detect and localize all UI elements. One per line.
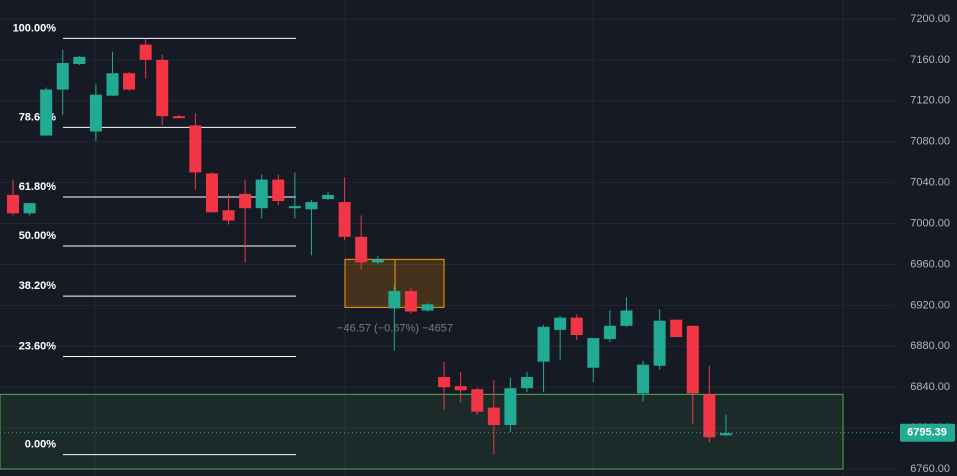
y-tick-label: 7080.00 [910, 136, 950, 148]
candle-body [537, 326, 550, 362]
last-price-label: 6795.39 [907, 427, 947, 439]
candle-body [89, 94, 102, 132]
y-tick-label: 6880.00 [910, 340, 950, 352]
fib-label: 0.00% [25, 439, 56, 451]
candle-body [156, 59, 169, 117]
candle-body [504, 388, 517, 426]
candle-body [670, 319, 683, 338]
candle-body [603, 325, 616, 340]
y-tick-label: 6920.00 [910, 299, 950, 311]
candle-body [23, 203, 36, 214]
candle-body [554, 317, 567, 330]
candle-body [205, 173, 218, 213]
fib-label: 38.20% [19, 280, 57, 292]
y-tick-label: 6760.00 [910, 463, 950, 475]
candle-body [421, 304, 434, 311]
fib-label: 23.60% [19, 340, 57, 352]
y-tick-label: 7040.00 [910, 177, 950, 189]
candle-body [305, 202, 318, 210]
candle-body [172, 116, 185, 119]
candle-body [570, 317, 583, 336]
candle-body [719, 433, 732, 436]
candle-body [438, 376, 451, 388]
candle-body [404, 291, 417, 312]
candle-body [239, 193, 252, 209]
candle-body [189, 125, 202, 173]
last-price-badge [900, 423, 955, 442]
fib-label: 61.80% [19, 181, 57, 193]
candle-body [703, 394, 716, 438]
candle-body [686, 325, 699, 394]
candle-body [620, 310, 633, 326]
candle-body [338, 202, 351, 237]
candle-body [56, 62, 69, 90]
candle-body [388, 291, 401, 309]
measure-label: −46.57 (−0.67%) −4657 [337, 322, 453, 334]
candle-body [288, 206, 301, 209]
candle-body [653, 320, 666, 366]
candle-body [123, 73, 136, 90]
candle-body [355, 236, 368, 263]
candle-body [255, 179, 268, 209]
candle-body [73, 56, 86, 64]
zone [0, 393, 844, 470]
candle-body [40, 89, 53, 136]
candle-body [139, 44, 152, 60]
fib-label: 100.00% [13, 22, 57, 34]
candle-body [7, 194, 19, 214]
fib-label: 50.00% [19, 230, 57, 242]
candle-body [471, 389, 484, 412]
y-tick-label: 6960.00 [910, 258, 950, 270]
candle-body [454, 386, 467, 391]
candle-body [637, 364, 650, 394]
candle-body [520, 376, 533, 389]
y-tick-label: 6840.00 [910, 381, 950, 393]
candle-body [272, 179, 285, 202]
y-tick-label: 7120.00 [910, 95, 950, 107]
candle-body [587, 338, 600, 368]
candle-body [487, 407, 500, 426]
y-tick-label: 7200.00 [910, 13, 950, 25]
y-tick-label: 7160.00 [910, 54, 950, 66]
candle-body [371, 259, 384, 263]
candle-body [322, 194, 335, 199]
candle-body [222, 210, 235, 221]
y-tick-label: 7000.00 [910, 217, 950, 229]
candle-body [106, 73, 119, 96]
